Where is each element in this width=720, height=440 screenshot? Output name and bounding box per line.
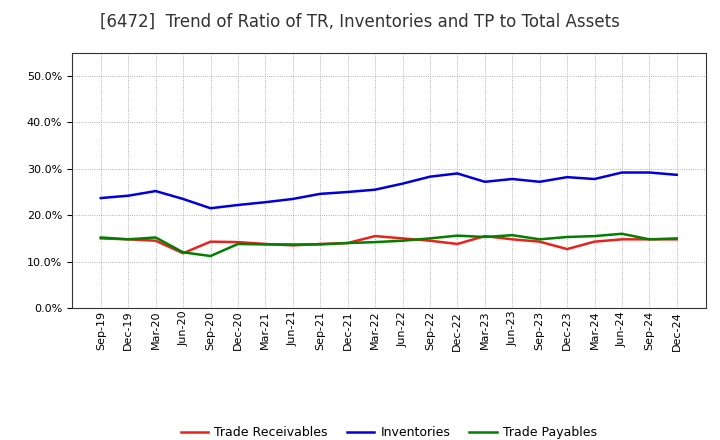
Inventories <box>289 196 297 202</box>
Text: [6472]  Trend of Ratio of TR, Inventories and TP to Total Assets: [6472] Trend of Ratio of TR, Inventories… <box>100 13 620 31</box>
Trade Receivables <box>618 237 626 242</box>
Trade Receivables <box>672 237 681 242</box>
Trade Receivables <box>590 239 599 244</box>
Inventories <box>261 200 270 205</box>
Trade Payables <box>536 237 544 242</box>
Trade Receivables <box>398 236 407 241</box>
Trade Receivables <box>289 243 297 248</box>
Trade Receivables <box>96 236 105 241</box>
Inventories <box>96 195 105 201</box>
Legend: Trade Receivables, Inventories, Trade Payables: Trade Receivables, Inventories, Trade Pa… <box>176 422 602 440</box>
Trade Receivables <box>179 251 187 256</box>
Inventories <box>590 176 599 182</box>
Inventories <box>645 170 654 175</box>
Line: Trade Receivables: Trade Receivables <box>101 236 677 253</box>
Trade Payables <box>206 253 215 259</box>
Trade Receivables <box>536 239 544 244</box>
Inventories <box>453 171 462 176</box>
Trade Payables <box>289 242 297 247</box>
Trade Payables <box>371 239 379 245</box>
Inventories <box>618 170 626 175</box>
Inventories <box>426 174 434 180</box>
Trade Receivables <box>343 240 352 246</box>
Trade Payables <box>261 242 270 247</box>
Trade Payables <box>343 240 352 246</box>
Inventories <box>371 187 379 192</box>
Trade Payables <box>233 241 242 246</box>
Inventories <box>672 172 681 177</box>
Trade Payables <box>124 237 132 242</box>
Trade Receivables <box>508 237 516 242</box>
Trade Receivables <box>261 241 270 246</box>
Inventories <box>536 179 544 184</box>
Trade Payables <box>590 234 599 239</box>
Inventories <box>398 181 407 186</box>
Trade Receivables <box>645 237 654 242</box>
Trade Receivables <box>124 237 132 242</box>
Trade Receivables <box>371 234 379 239</box>
Trade Payables <box>645 237 654 242</box>
Trade Payables <box>316 242 325 247</box>
Trade Payables <box>96 235 105 240</box>
Inventories <box>233 202 242 208</box>
Inventories <box>343 189 352 194</box>
Trade Receivables <box>453 241 462 246</box>
Trade Receivables <box>480 234 489 239</box>
Inventories <box>480 179 489 184</box>
Inventories <box>206 205 215 211</box>
Inventories <box>179 196 187 202</box>
Trade Payables <box>453 233 462 238</box>
Trade Payables <box>672 236 681 241</box>
Line: Trade Payables: Trade Payables <box>101 234 677 256</box>
Trade Receivables <box>316 241 325 246</box>
Line: Inventories: Inventories <box>101 172 677 208</box>
Inventories <box>563 175 572 180</box>
Trade Payables <box>563 235 572 240</box>
Trade Receivables <box>206 239 215 244</box>
Trade Payables <box>426 236 434 241</box>
Trade Payables <box>179 249 187 255</box>
Trade Receivables <box>151 238 160 243</box>
Trade Payables <box>151 235 160 240</box>
Inventories <box>316 191 325 197</box>
Trade Receivables <box>233 239 242 245</box>
Trade Receivables <box>426 238 434 243</box>
Trade Payables <box>508 232 516 238</box>
Inventories <box>508 176 516 182</box>
Inventories <box>124 193 132 198</box>
Inventories <box>151 188 160 194</box>
Trade Receivables <box>563 246 572 252</box>
Trade Payables <box>398 238 407 243</box>
Trade Payables <box>480 235 489 240</box>
Trade Payables <box>618 231 626 236</box>
